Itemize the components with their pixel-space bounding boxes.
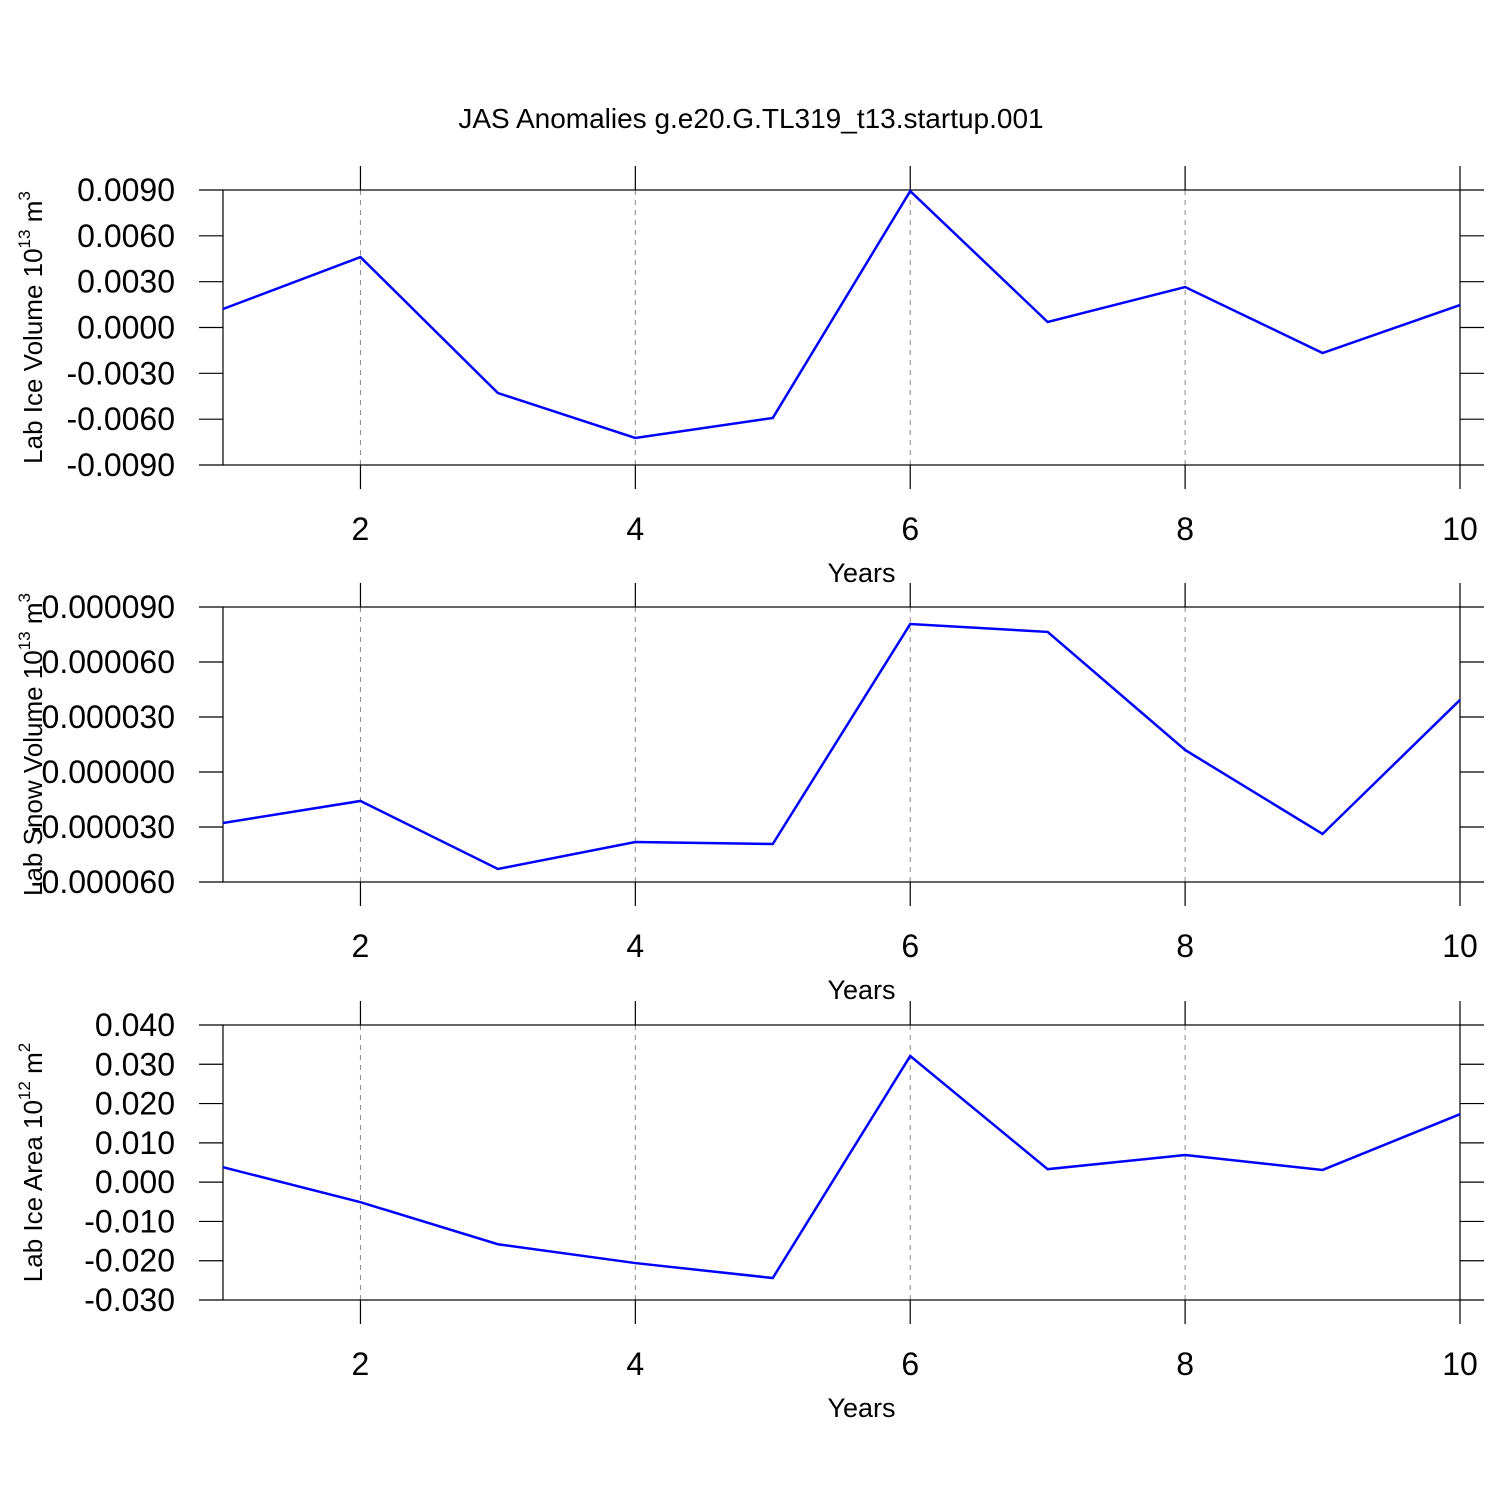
x-tick-label: 6	[901, 511, 919, 547]
y-tick-label: 0.000	[95, 1164, 175, 1200]
y-tick-label: 0.000030	[42, 699, 175, 735]
y-tick-label: -0.000030	[31, 809, 175, 845]
data-line	[222, 1054, 1461, 1280]
x-tick-label: 2	[352, 928, 370, 964]
y-tick-label: 0.040	[95, 1007, 175, 1043]
y-axis-title-part: 12	[15, 1081, 34, 1100]
y-tick-label: 0.010	[95, 1125, 175, 1161]
x-tick-label: 2	[352, 1346, 370, 1382]
x-axis-title: Years	[827, 1393, 895, 1423]
y-tick-label: -0.0090	[66, 447, 175, 483]
y-axis-title-part: m	[18, 201, 48, 230]
data-line	[222, 622, 1461, 871]
y-axis-title: Lab Ice Volume 1013 m3	[15, 191, 48, 464]
y-tick-label: -0.010	[84, 1203, 175, 1239]
x-tick-label: 4	[626, 1346, 644, 1382]
x-tick-label: 2	[352, 511, 370, 547]
y-tick-label: -0.000060	[31, 864, 175, 900]
y-tick-label: -0.0030	[66, 355, 175, 391]
x-tick-label: 4	[626, 511, 644, 547]
y-tick-label: 0.0030	[77, 264, 175, 300]
y-tick-label: -0.0060	[66, 401, 175, 437]
y-tick-label: 0.030	[95, 1046, 175, 1082]
y-tick-label: 0.000000	[42, 754, 175, 790]
y-axis-title-part: Lab Snow Volume 10	[18, 650, 48, 896]
y-tick-label: 0.000060	[42, 644, 175, 680]
y-tick-label: 0.000090	[42, 589, 175, 625]
y-tick-label: 0.0090	[77, 172, 175, 208]
x-tick-label: 6	[901, 1346, 919, 1382]
y-axis-title-part: 2	[15, 1043, 34, 1052]
x-tick-label: 10	[1442, 1346, 1478, 1382]
y-axis-title-part: m	[18, 1052, 48, 1081]
y-tick-label: -0.020	[84, 1243, 175, 1279]
y-tick-label: -0.030	[84, 1282, 175, 1318]
x-tick-label: 8	[1176, 1346, 1194, 1382]
x-axis-title: Years	[827, 558, 895, 588]
x-tick-label: 10	[1442, 511, 1478, 547]
x-tick-label: 10	[1442, 928, 1478, 964]
plot-frame	[222, 606, 1461, 883]
y-tick-label: 0.0060	[77, 218, 175, 254]
y-tick-label: 0.020	[95, 1086, 175, 1122]
x-tick-label: 8	[1176, 511, 1194, 547]
x-tick-label: 6	[901, 928, 919, 964]
y-axis-title-part: m	[18, 602, 48, 631]
y-axis-title-part: Lab Ice Area 10	[18, 1100, 48, 1282]
y-axis-title-part: 13	[15, 631, 34, 650]
y-axis-title: Lab Snow Volume 1013 m3	[15, 593, 48, 896]
plot-frame	[222, 189, 1461, 466]
y-tick-label: 0.0000	[77, 310, 175, 346]
x-axis-title: Years	[827, 975, 895, 1005]
y-axis-title-part: 3	[15, 593, 34, 602]
figure-title: JAS Anomalies g.e20.G.TL319_t13.startup.…	[458, 103, 1043, 134]
y-axis-title: Lab Ice Area 1012 m2	[15, 1043, 48, 1282]
y-axis-title-part: Lab Ice Volume 10	[18, 248, 48, 463]
plot-frame	[222, 1024, 1461, 1301]
x-tick-label: 4	[626, 928, 644, 964]
y-axis-title-part: 3	[15, 191, 34, 200]
x-tick-label: 8	[1176, 928, 1194, 964]
data-line	[222, 189, 1461, 440]
y-axis-title-part: 13	[15, 230, 34, 249]
